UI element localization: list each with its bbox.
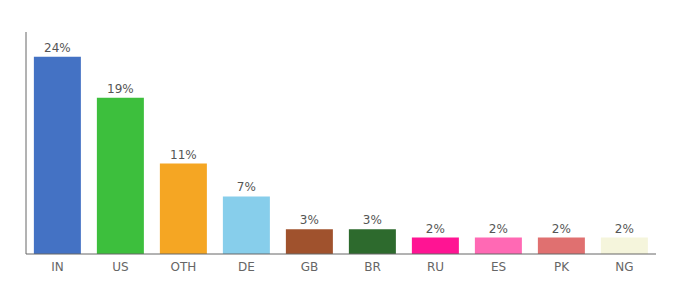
svg-text:7%: 7% (237, 180, 256, 194)
svg-text:OTH: OTH (171, 260, 197, 274)
svg-text:2%: 2% (426, 222, 445, 236)
svg-text:IN: IN (51, 260, 64, 274)
svg-text:2%: 2% (615, 222, 634, 236)
svg-text:DE: DE (238, 260, 255, 274)
svg-text:2%: 2% (552, 222, 571, 236)
svg-text:GB: GB (301, 260, 319, 274)
svg-text:PK: PK (554, 260, 570, 274)
svg-text:3%: 3% (300, 213, 319, 227)
svg-text:NG: NG (615, 260, 633, 274)
svg-text:RU: RU (427, 260, 444, 274)
svg-text:3%: 3% (363, 213, 382, 227)
svg-text:11%: 11% (170, 148, 197, 162)
svg-text:ES: ES (491, 260, 506, 274)
svg-text:24%: 24% (44, 41, 71, 55)
svg-text:US: US (112, 260, 128, 274)
svg-text:2%: 2% (489, 222, 508, 236)
svg-text:BR: BR (364, 260, 381, 274)
svg-text:19%: 19% (107, 82, 134, 96)
